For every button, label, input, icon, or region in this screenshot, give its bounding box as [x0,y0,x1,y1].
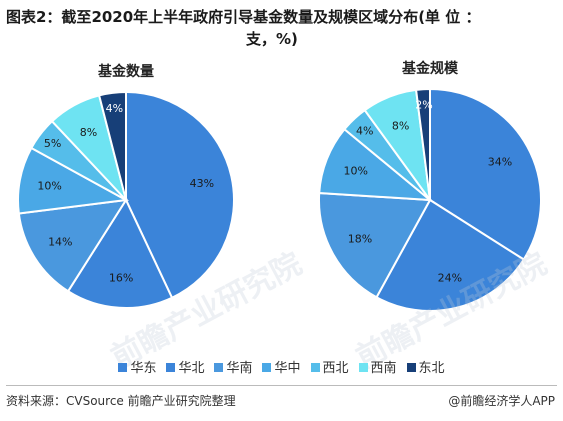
legend-item: 西北 [310,357,349,376]
legend-swatch [262,363,272,372]
pie-data-label: 10% [343,165,367,178]
legend-swatch [406,363,416,372]
pie-title: 基金数量 [98,63,154,80]
brand-credit: @前瞻经济学人APP [448,394,555,408]
pie-slice-华南 [318,191,432,299]
pie-slice-华南 [17,198,128,293]
legend-item: 东北 [406,357,445,376]
pie-data-label: 10% [37,179,61,192]
pie-slice-东北 [414,87,431,201]
legend-item: 华中 [262,357,301,376]
pie-data-label: 14% [48,236,72,249]
legend-label: 西南 [370,361,397,376]
legend-swatch [166,363,176,372]
legend-label: 华东 [130,361,157,376]
source-note: 资料来源：CVSource 前瞻产业研究院整理 [6,394,236,408]
pie-data-label: 16% [109,272,133,285]
chart-title-line2: 支，%) [246,30,298,48]
legend-item: 华北 [166,357,204,376]
legend-item: 华南 [214,357,252,376]
pie-data-label: 8% [392,120,409,133]
legend-label: 华南 [226,361,253,376]
legend: 华东 华北 华南 华中 西北 西南 东北 [0,357,563,376]
legend-swatch [310,363,320,372]
pie-data-label: 24% [438,271,462,284]
legend-swatch [358,363,368,372]
pie-chart-2: 基金规模 34% 24% 18% 10% 4% 8% 2% [318,60,542,312]
legend-label: 东北 [418,361,445,376]
pie-title: 基金规模 [402,60,459,77]
pie-slice-东北 [97,90,127,201]
legend-swatch [118,363,128,372]
legend-item: 西南 [358,357,397,376]
pie-data-label: 4% [106,102,123,115]
chart-title-line1: 图表2：截至2020年上半年政府引导基金数量及规模区域分布(单 位 ： [6,8,481,26]
pie-data-label: 5% [44,137,61,150]
legend-label: 西北 [322,361,349,376]
legend-swatch [214,363,224,372]
legend-label: 华中 [274,361,301,376]
pie-data-label: 43% [190,177,214,190]
pie-chart-1: 基金数量 43% 16% 14% 10% 5% 8% 4% [17,63,235,309]
pie-data-label: 4% [356,124,373,137]
pie-data-label: 2% [415,99,432,112]
pie-data-label: 18% [348,233,372,246]
pie-data-label: 8% [80,126,97,139]
pie-slice-华东 [125,90,235,300]
legend-label: 华北 [178,361,205,376]
chart-title: 图表2：截至2020年上半年政府引导基金数量及规模区域分布(单 位 ： 支，%) [6,6,554,50]
legend-item: 华东 [118,357,156,376]
pie-slice-华北 [375,198,526,312]
pie-slice-华北 [66,197,174,309]
footer-divider [6,385,557,386]
pie-data-label: 34% [488,156,512,169]
